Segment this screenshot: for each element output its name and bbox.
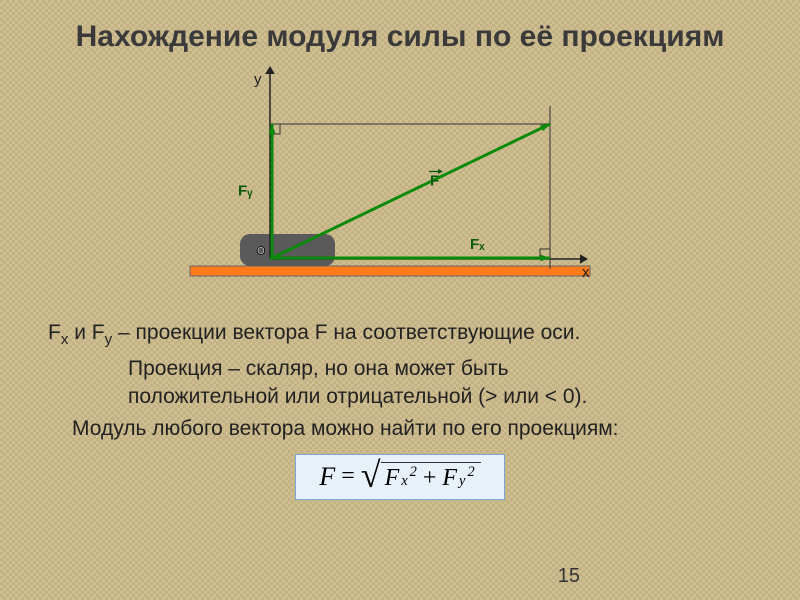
- projection-definition-text: Fx и Fy – проекции вектора F на соответс…: [48, 319, 760, 351]
- svg-text:x: x: [582, 264, 590, 281]
- page-title: Нахождение модуля силы по её проекциям: [40, 20, 760, 54]
- scalar-note-text-1: Проекция – скаляр, но она может быть: [128, 355, 760, 383]
- svg-text:F: F: [430, 173, 439, 190]
- svg-text:O: O: [256, 243, 266, 258]
- scalar-note-text-2: положительной или отрицательной (> или <…: [128, 383, 760, 411]
- page-number: 15: [558, 565, 580, 588]
- magnitude-formula: F = √ Fx2 + Fy2: [295, 454, 505, 500]
- svg-text:y: y: [254, 71, 262, 88]
- modulus-note-text: Модуль любого вектора можно найти по его…: [72, 415, 760, 443]
- svg-text:Fᵧ: Fᵧ: [238, 183, 253, 200]
- svg-text:Fₓ: Fₓ: [470, 236, 485, 253]
- force-projection-diagram: OOyxFFₓFᵧ: [150, 64, 650, 304]
